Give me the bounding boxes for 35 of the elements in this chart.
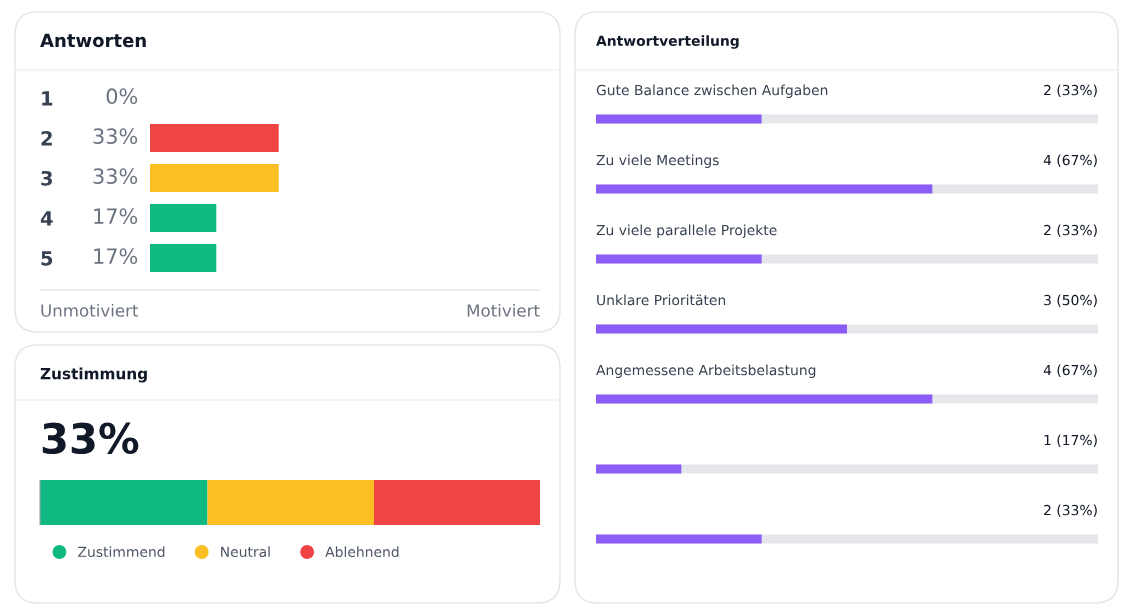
bar — [596, 464, 682, 474]
chart-subtitle: 33% — [42, 422, 139, 455]
bar — [596, 114, 762, 124]
y-tick-label: Angemessene Arbeitsbelastung — [596, 364, 816, 378]
data-label: 4 (67%) — [1043, 364, 1097, 377]
data-label: 17% — [94, 208, 138, 225]
text: Motiviert — [467, 303, 540, 317]
data-label: 0% — [106, 88, 138, 105]
legend-label: Zustimmend — [78, 546, 165, 558]
y-tick-label: Unklare Prioritäten — [597, 294, 726, 306]
y-tick-label: 5 — [41, 251, 53, 266]
data-label: 33% — [93, 168, 138, 185]
data-label: 2 (33%) — [1044, 84, 1097, 97]
chart-title: Zustimmung — [40, 367, 147, 383]
legend-label: Neutral — [221, 546, 270, 558]
data-label: 33% — [93, 128, 138, 145]
bar — [596, 534, 762, 544]
data-label: 3 (50%) — [1044, 294, 1097, 307]
chart-title: Antwortverteilung — [596, 35, 739, 49]
legend-label: Ablehnend — [325, 546, 399, 558]
y-tick-label: 4 — [40, 211, 53, 226]
y-tick-label: Zu viele Meetings — [596, 154, 719, 168]
y-tick-label: Gute Balance zwischen Aufgaben — [596, 84, 828, 98]
chart-title: Antworten — [40, 33, 146, 48]
data-label: 2 (33%) — [1044, 224, 1097, 237]
data-label: 4 (67%) — [1043, 154, 1097, 167]
data-label: 2 (33%) — [1044, 504, 1097, 517]
data-label: 1 (17%) — [1044, 434, 1097, 447]
y-tick-label: 1 — [42, 91, 53, 106]
y-tick-label: 3 — [41, 170, 52, 186]
bar — [596, 254, 762, 264]
text: Unmotiviert — [41, 303, 139, 317]
data-label: 17% — [94, 248, 138, 265]
y-tick-label: Zu viele parallele Projekte — [596, 224, 777, 238]
y-tick-label: 2 — [41, 130, 52, 146]
